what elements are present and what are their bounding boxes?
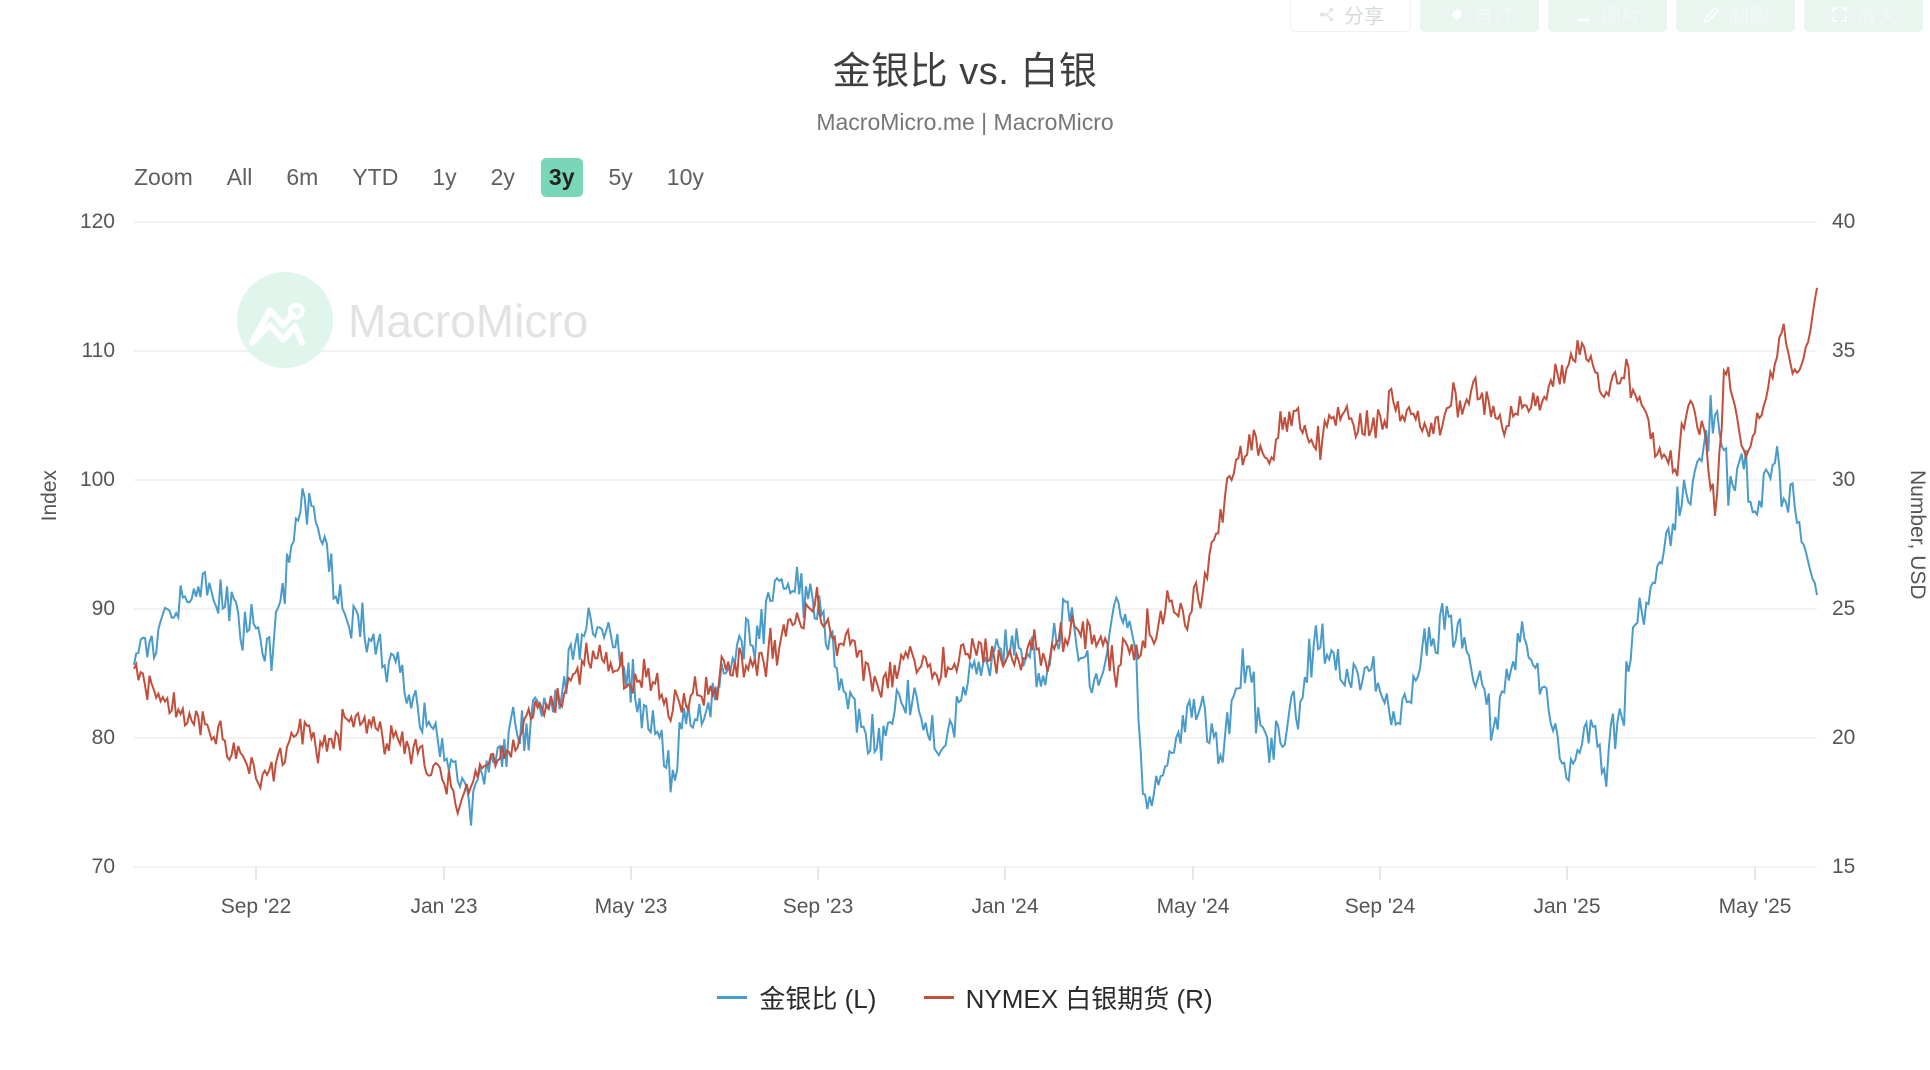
svg-text:MacroMicro: MacroMicro bbox=[348, 295, 588, 347]
